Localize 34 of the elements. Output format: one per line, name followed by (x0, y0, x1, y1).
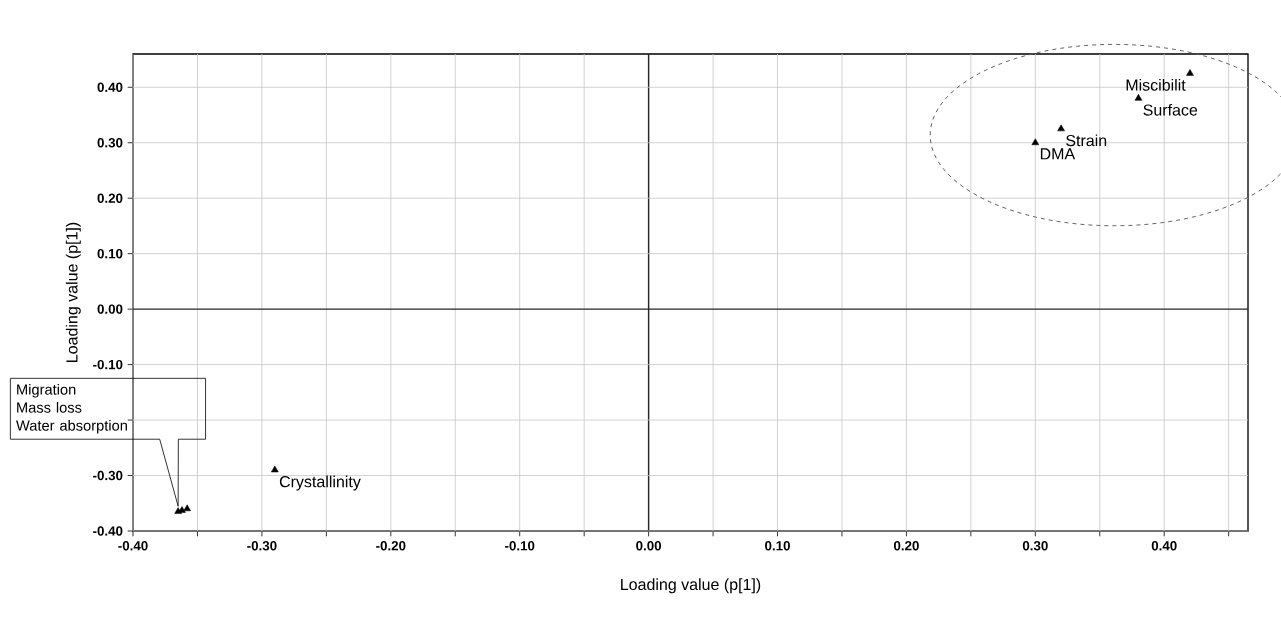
x-tick-label: -0.30 (247, 541, 277, 551)
x-tick-label: 0.00 (636, 541, 662, 551)
point (183, 504, 191, 512)
text: Migration (17, 383, 76, 398)
x-tick-label: 0.10 (765, 541, 790, 551)
series-label: Surface (1143, 103, 1198, 116)
point (1031, 138, 1040, 146)
x-tick-label: -0.40 (118, 541, 148, 551)
y-tick-label: -0.10 (93, 359, 123, 370)
series-label: DMA (1040, 148, 1076, 160)
text: Water absorption (16, 419, 127, 434)
x-tick-label: -0.10 (505, 541, 535, 551)
series-label: Strain (1066, 134, 1107, 147)
y-tick-label: 0.40 (97, 82, 123, 92)
y-tick-label: 0.20 (97, 193, 123, 203)
point (271, 465, 279, 473)
y-tick-label: -0.30 (93, 470, 123, 481)
x-tick-label: 0.30 (1022, 541, 1048, 551)
point (1186, 69, 1194, 76)
series-label: Miscibilit (1126, 79, 1186, 91)
text: Mass loss (17, 401, 82, 413)
point (1134, 94, 1143, 101)
x-axis-title: Loading value (p[1]) (621, 578, 761, 594)
point (178, 506, 186, 513)
y-tick-label: 0.10 (97, 248, 123, 259)
x-tick-label: 0.20 (893, 541, 919, 551)
y-tick-label: -0.40 (93, 526, 123, 536)
y-tick-label: 0.00 (97, 304, 123, 314)
series-label: Crystallinity (279, 475, 361, 491)
x-tick-label: -0.20 (376, 541, 406, 551)
y-tick-label: 0.30 (97, 138, 123, 148)
point (1057, 124, 1065, 132)
y-axis-title: Loading value (p[1]) (65, 222, 81, 362)
x-tick-label: 0.40 (1151, 541, 1177, 551)
